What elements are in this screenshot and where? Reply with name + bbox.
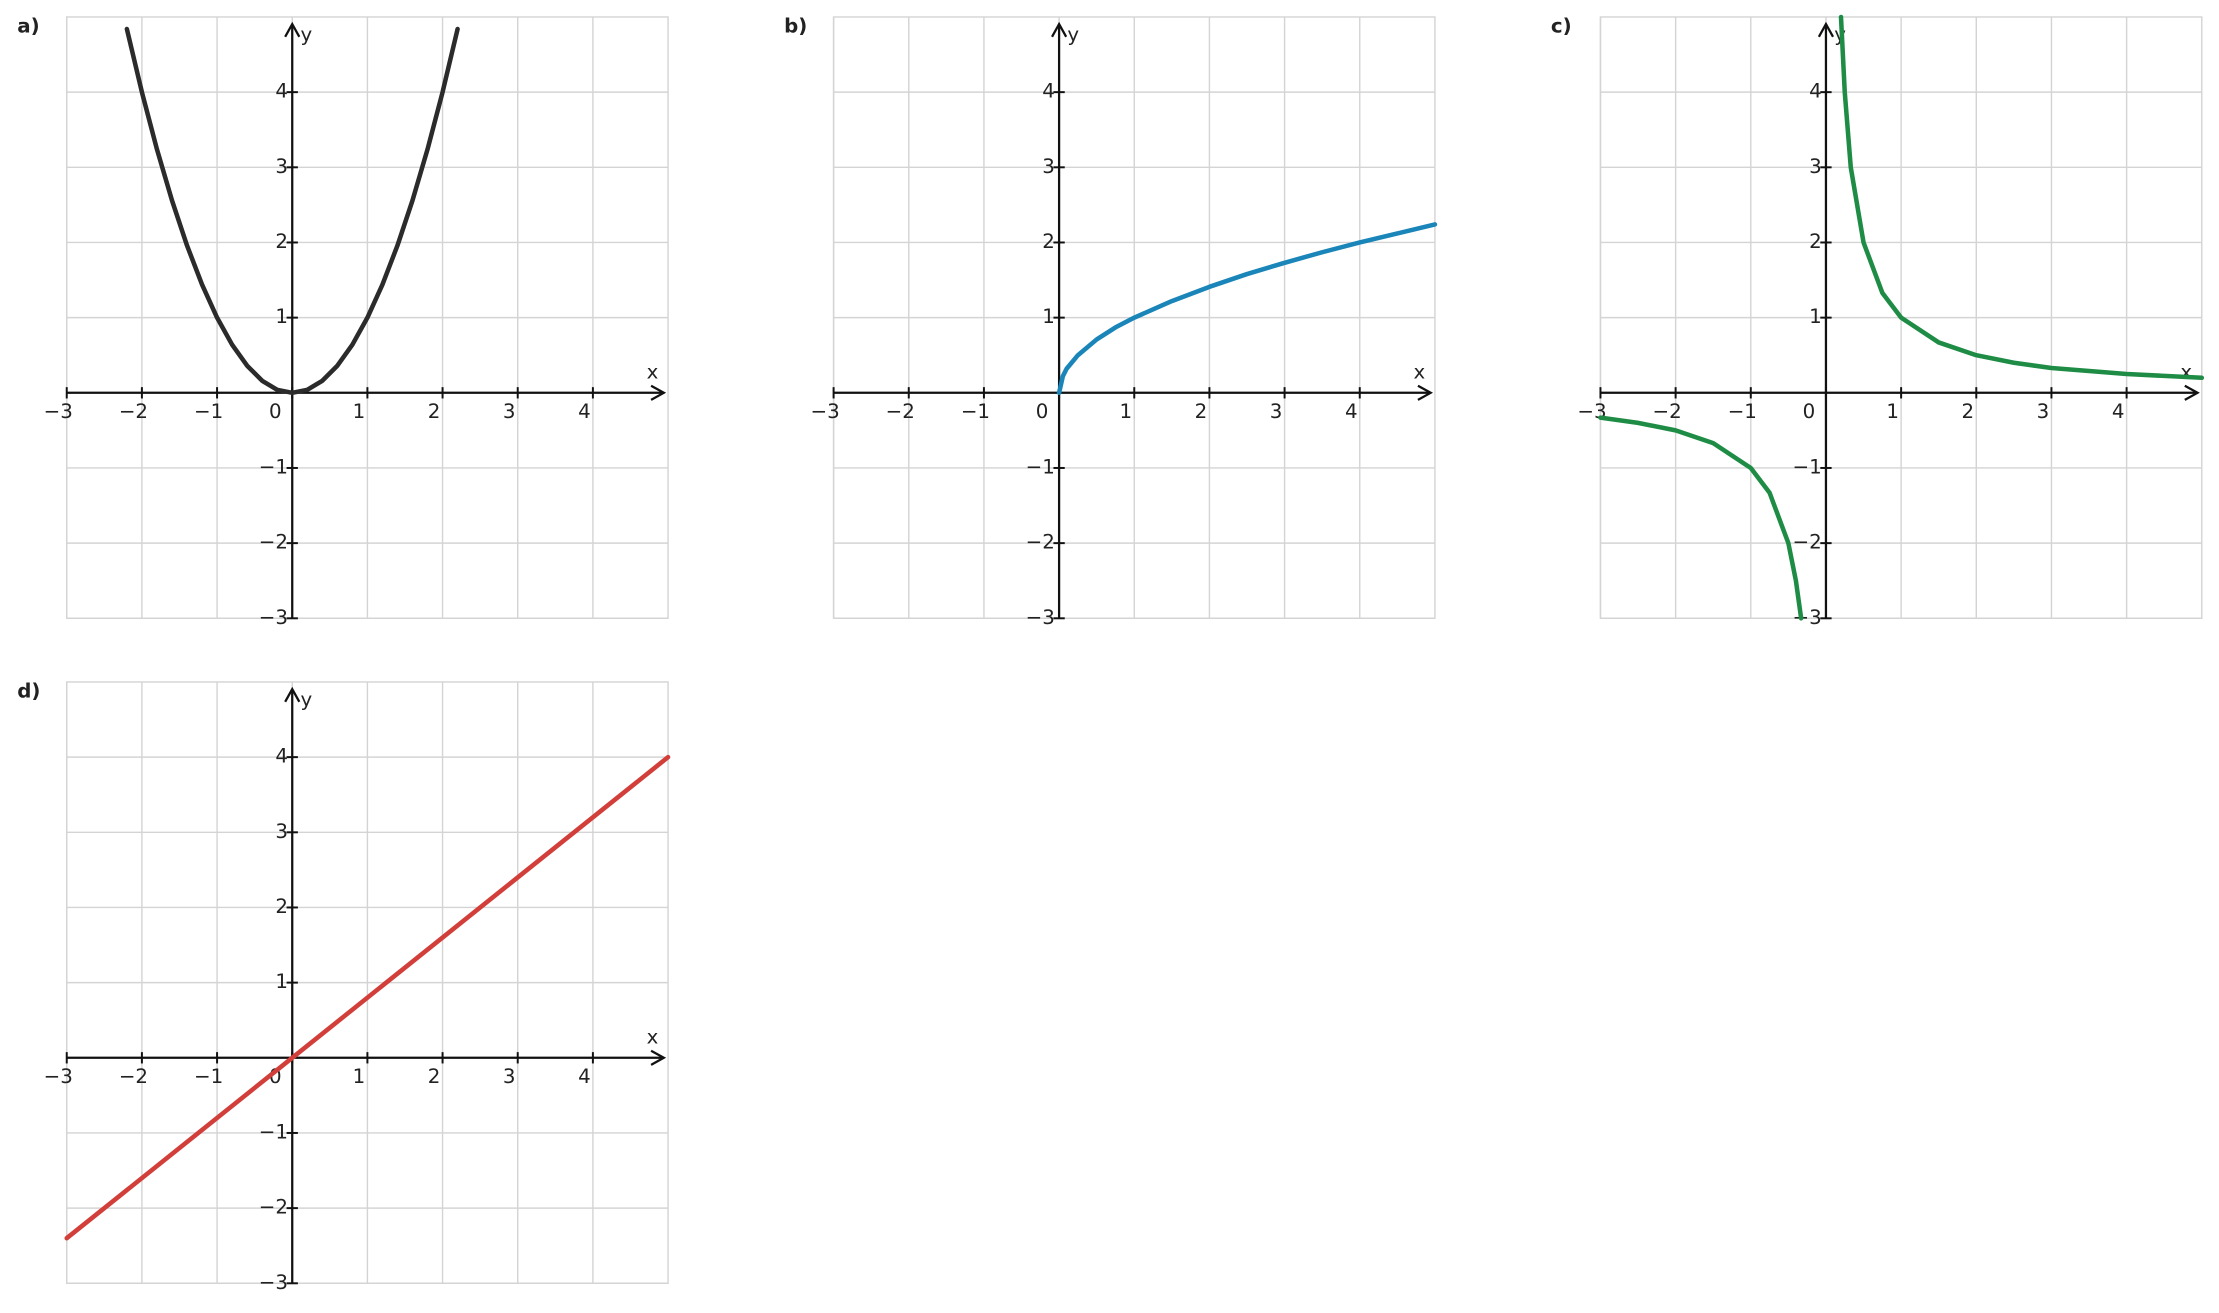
x-tick-label: −1	[961, 400, 990, 423]
x-axis-label: x	[2180, 360, 2192, 383]
x-tick-label: 3	[503, 1065, 516, 1088]
y-tick-label: −3	[259, 1271, 288, 1294]
x-tick-label: 2	[1961, 400, 1974, 423]
y-tick-label: −3	[1026, 606, 1055, 629]
y-tick-label: 1	[275, 305, 288, 328]
y-tick-label: −2	[259, 531, 288, 554]
y-tick-label: 3	[275, 155, 288, 178]
y-tick-label: −3	[1793, 606, 1822, 629]
y-tick-label: 4	[1042, 80, 1055, 103]
x-tick-label: 1	[353, 1065, 366, 1088]
y-tick-label: −2	[1793, 531, 1822, 554]
y-tick-label: −1	[1793, 455, 1822, 478]
x-tick-label: 2	[428, 400, 441, 423]
x-tick-label: 2	[1195, 400, 1208, 423]
y-axis-arrow	[284, 686, 301, 703]
x-tick-label: 0	[269, 400, 282, 423]
x-tick-label: −1	[194, 400, 223, 423]
x-tick-label: −1	[1728, 400, 1757, 423]
x-tick-label: 1	[1119, 400, 1132, 423]
x-axis-arrow	[650, 384, 667, 401]
x-tick-label: 0	[1036, 400, 1049, 423]
x-tick-label: 3	[1270, 400, 1283, 423]
x-tick-label: 4	[1345, 400, 1358, 423]
y-tick-label: −3	[259, 606, 288, 629]
y-axis-arrow	[1817, 21, 1835, 38]
y-axis-arrow	[284, 21, 301, 38]
y-tick-label: −2	[1026, 531, 1055, 554]
x-tick-label: 2	[428, 1065, 441, 1088]
x-tick-label: 4	[578, 400, 591, 423]
y-tick-label: 4	[1809, 80, 1822, 103]
x-tick-label: 1	[353, 400, 366, 423]
y-axis-label: y	[301, 23, 313, 46]
x-tick-label: −3	[811, 400, 840, 423]
y-tick-label: 1	[1809, 305, 1822, 328]
x-axis-label: x	[647, 1025, 659, 1048]
y-tick-label: 2	[275, 230, 288, 253]
y-tick-label: −1	[259, 455, 288, 478]
x-tick-label: 4	[578, 1065, 591, 1088]
function-curve	[64, 754, 671, 1241]
panel-label: d)	[17, 679, 40, 702]
x-tick-label: −2	[886, 400, 915, 423]
x-tick-label: −3	[44, 1065, 73, 1088]
x-tick-label: −2	[119, 400, 148, 423]
x-axis-arrow	[650, 1049, 667, 1066]
y-axis-label: y	[301, 688, 313, 711]
y-tick-label: 1	[275, 970, 288, 993]
y-tick-label: 4	[275, 80, 288, 103]
x-axis-arrow	[1417, 384, 1434, 401]
x-tick-label: 3	[503, 400, 516, 423]
y-tick-label: −1	[259, 1120, 288, 1143]
y-axis-arrow	[1051, 21, 1068, 38]
x-axis-label: x	[1413, 360, 1425, 383]
x-tick-label: 0	[1803, 400, 1816, 423]
y-tick-label: 3	[1809, 155, 1822, 178]
y-tick-label: 3	[275, 820, 288, 843]
x-tick-label: −1	[194, 1065, 223, 1088]
function-curve	[124, 26, 460, 396]
y-tick-label: 3	[1042, 155, 1055, 178]
x-axis-label: x	[647, 360, 659, 383]
panel-label: b)	[784, 14, 807, 37]
y-tick-label: −2	[259, 1196, 288, 1219]
x-tick-label: 1	[1886, 400, 1899, 423]
x-tick-label: −3	[44, 400, 73, 423]
y-tick-label: −1	[1026, 455, 1055, 478]
y-tick-label: 2	[1809, 230, 1822, 253]
y-tick-label: 2	[275, 895, 288, 918]
y-tick-label: 2	[1042, 230, 1055, 253]
x-axis-arrow	[2184, 384, 2200, 401]
x-tick-label: 4	[2112, 400, 2125, 423]
x-tick-label: −2	[119, 1065, 148, 1088]
panel-label: c)	[1551, 14, 1572, 37]
function-curve	[1598, 14, 2205, 621]
y-tick-label: 1	[1042, 305, 1055, 328]
x-tick-label: 3	[2037, 400, 2050, 423]
panel-label: a)	[17, 14, 39, 37]
y-tick-label: 4	[275, 745, 288, 768]
x-tick-label: −2	[1653, 400, 1682, 423]
function-curve	[1056, 222, 1438, 396]
y-axis-label: y	[1067, 23, 1079, 46]
